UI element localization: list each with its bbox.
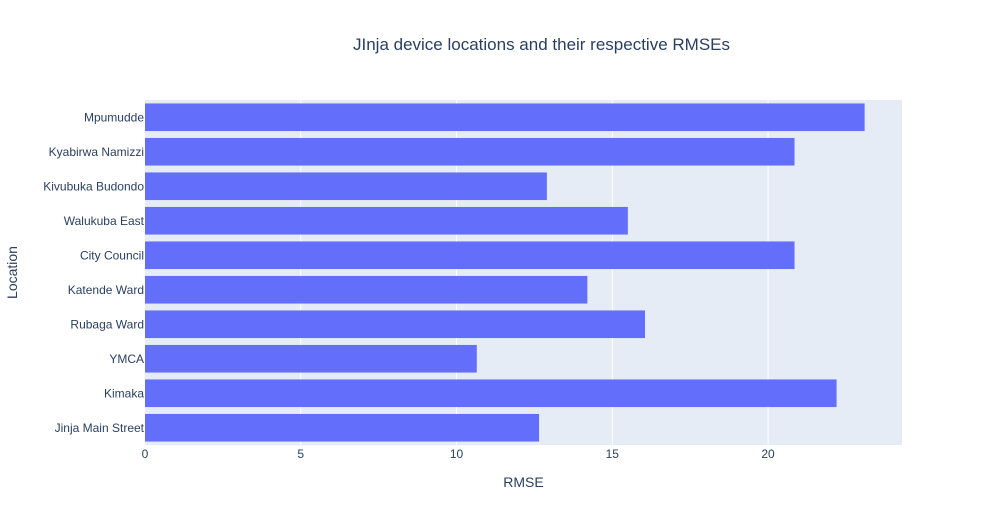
y-tick-label: Jinja Main Street xyxy=(55,421,145,435)
bar xyxy=(145,172,547,201)
y-tick-label: YMCA xyxy=(109,352,144,366)
y-tick-label: Kivubuka Budondo xyxy=(43,179,144,193)
bar xyxy=(145,310,645,339)
y-tick-label: Walukuba East xyxy=(64,214,145,228)
bar xyxy=(145,137,795,166)
y-tick-label: Mpumudde xyxy=(84,110,144,124)
bar xyxy=(145,241,795,270)
y-tick-labels: Jinja Main Street Kimaka YMCA Rubaga Ward Ka… xyxy=(43,110,144,435)
bar xyxy=(145,413,540,442)
y-tick-label: Katende Ward xyxy=(68,283,144,297)
x-tick-labels: 0 5 10 15 20 xyxy=(142,447,775,461)
bar xyxy=(145,103,865,132)
x-tick-label: 5 xyxy=(297,447,304,461)
y-tick-label: Kimaka xyxy=(104,386,144,400)
x-axis-label: RMSE xyxy=(503,474,543,490)
bars xyxy=(145,103,865,442)
x-tick-label: 20 xyxy=(761,447,775,461)
chart-title: JInja device locations and their respect… xyxy=(353,35,730,54)
bar xyxy=(145,379,837,408)
bar xyxy=(145,344,477,373)
y-tick-label: City Council xyxy=(80,248,144,262)
x-tick-label: 10 xyxy=(450,447,464,461)
bar xyxy=(145,206,628,235)
y-tick-label: Rubaga Ward xyxy=(70,317,144,331)
y-tick-label: Kyabirwa Namizzi xyxy=(49,145,144,159)
x-tick-label: 0 xyxy=(142,447,149,461)
x-tick-label: 15 xyxy=(606,447,620,461)
y-axis-label: Location xyxy=(4,246,20,299)
bar xyxy=(145,275,588,304)
